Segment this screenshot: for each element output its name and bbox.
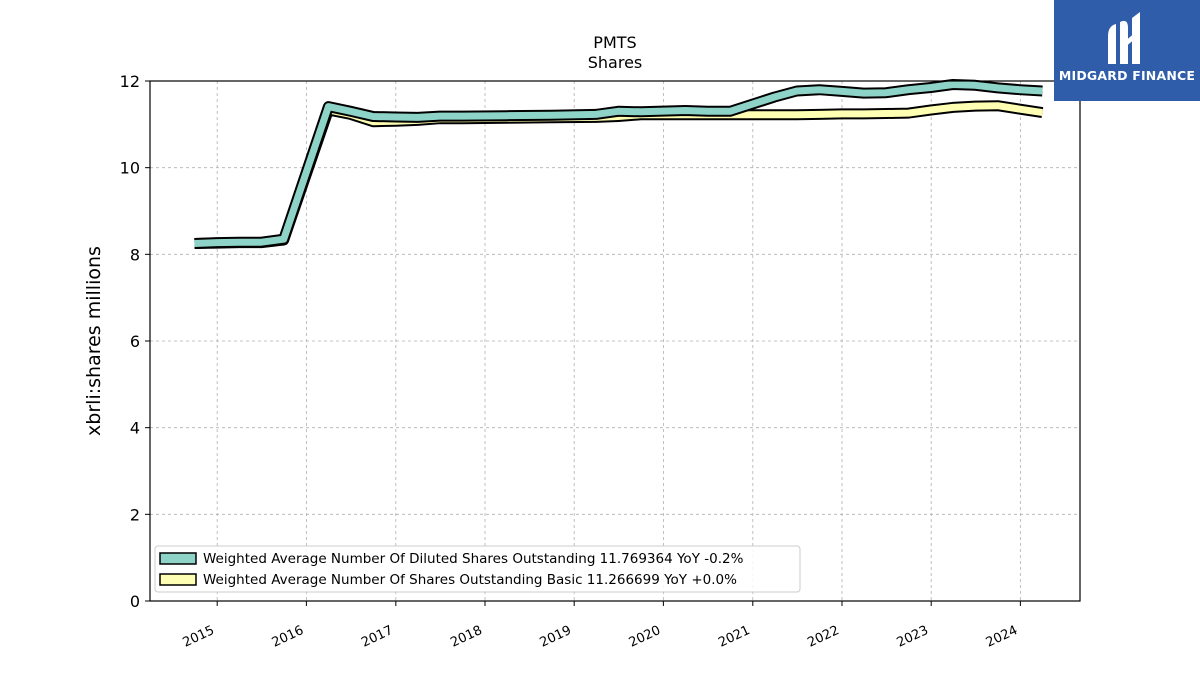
x-tick-label: 2015 <box>181 623 217 651</box>
legend-label-basic: Weighted Average Number Of Shares Outsta… <box>203 572 737 588</box>
grid <box>150 80 1080 602</box>
x-tick-label: 2020 <box>627 623 663 651</box>
legend-box <box>154 545 801 593</box>
y-tick-label: 8 <box>130 245 140 264</box>
brand-logo: MIDGARD FINANCE <box>1054 0 1200 101</box>
y-tick-label: 4 <box>130 419 140 438</box>
y-tick-label: 2 <box>130 505 140 524</box>
x-axis-ticks: 2015 2016 2017 2018 2019 2020 2021 2022 2023 2024 <box>181 601 1021 651</box>
x-tick-label: 2018 <box>448 623 484 651</box>
legend-swatch-basic <box>159 573 197 586</box>
logo-text: MIDGARD FINANCE <box>1058 68 1196 83</box>
series-layer <box>194 79 1044 249</box>
legend: Weighted Average Number Of Diluted Share… <box>154 545 801 593</box>
series-line-0 <box>194 81 1043 247</box>
chart-title: PMTS <box>593 33 636 52</box>
chart-subtitle: Shares <box>588 53 643 72</box>
y-tick-label: 6 <box>130 332 140 351</box>
y-axis-ticks: 0 2 4 6 8 10 12 <box>120 72 150 611</box>
x-tick-label: 2016 <box>270 623 306 651</box>
x-tick-label: 2021 <box>716 623 752 651</box>
x-tick-label: 2024 <box>984 623 1020 651</box>
y-axis-label: xbrli:shares millions <box>83 246 105 436</box>
x-tick-label: 2019 <box>538 623 574 651</box>
legend-swatch-diluted <box>159 552 197 565</box>
y-tick-label: 0 <box>130 592 140 611</box>
y-tick-label: 10 <box>120 159 140 178</box>
logo-mark-icon <box>1108 12 1140 64</box>
x-tick-label: 2017 <box>359 623 395 651</box>
legend-label-diluted: Weighted Average Number Of Diluted Share… <box>203 551 744 567</box>
y-tick-label: 12 <box>120 72 140 91</box>
x-tick-label: 2023 <box>895 623 931 651</box>
x-tick-label: 2022 <box>805 623 841 651</box>
